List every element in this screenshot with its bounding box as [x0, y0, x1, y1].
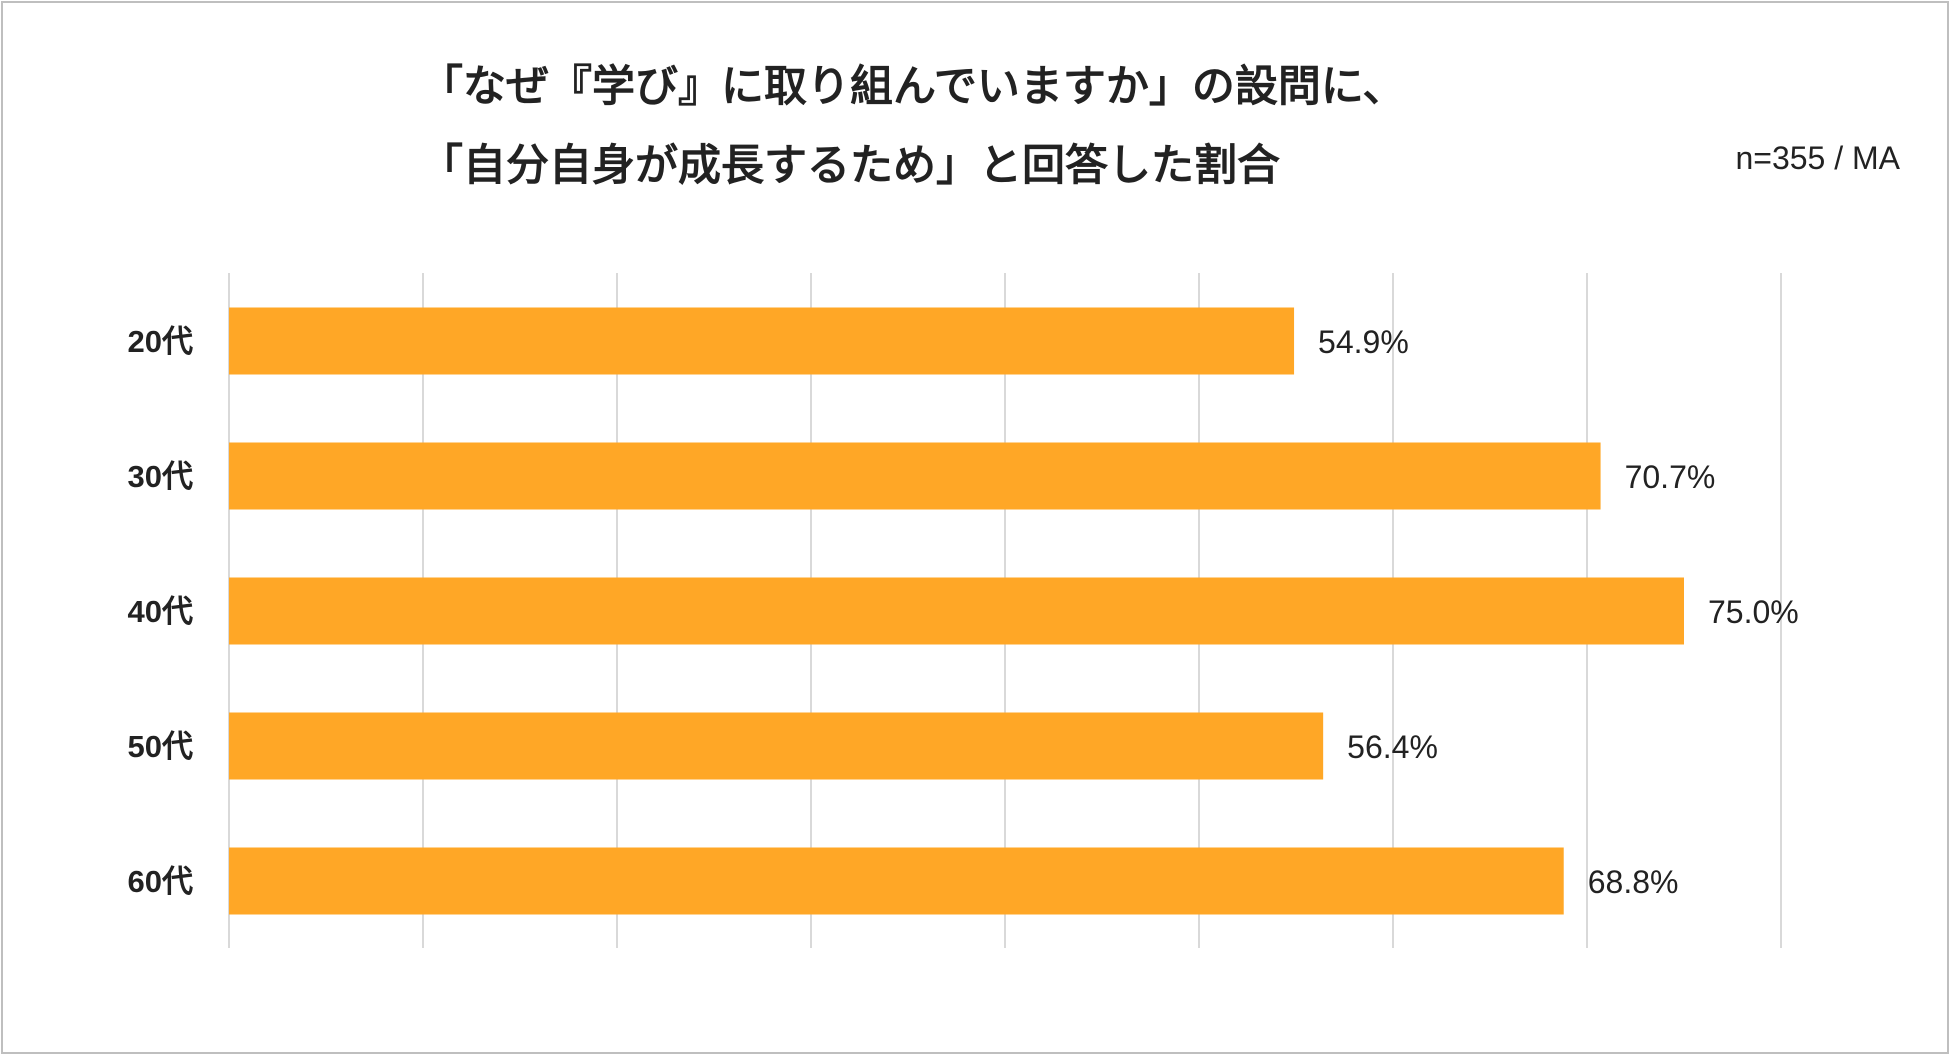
chart-title-line-1: 「なぜ『学び』に取り組んでいますか」の設問に、	[420, 62, 1406, 112]
bar-1	[229, 307, 1295, 375]
category-label-1: 20代	[128, 324, 193, 359]
bar-2	[229, 442, 1601, 510]
value-label-1: 54.9%	[1318, 324, 1409, 360]
value-label-2: 70.7%	[1625, 459, 1716, 495]
bar-3	[229, 577, 1684, 645]
bar-4	[229, 712, 1324, 780]
category-label-4: 50代	[128, 729, 193, 764]
value-label-5: 68.8%	[1588, 864, 1679, 900]
sample-size-note: n=355 / MA	[1735, 140, 1900, 176]
category-label-2: 30代	[128, 459, 193, 494]
value-label-4: 56.4%	[1347, 729, 1438, 765]
category-label-5: 60代	[128, 864, 193, 899]
bars	[229, 307, 1684, 915]
chart-title-line-2: 「自分自身が成長するため」と回答した割合	[420, 141, 1280, 191]
value-label-3: 75.0%	[1708, 594, 1799, 630]
chart-title: 「なぜ『学び』に取り組んでいますか」の設問に、 「自分自身が成長するため」と回答…	[420, 48, 1406, 206]
category-label-3: 40代	[128, 594, 193, 629]
labels: 20代 54.9% 30代 70.7% 40代 75.0% 50代 56.4% 60代 68.8%	[128, 324, 1799, 900]
bar-5	[229, 847, 1564, 915]
